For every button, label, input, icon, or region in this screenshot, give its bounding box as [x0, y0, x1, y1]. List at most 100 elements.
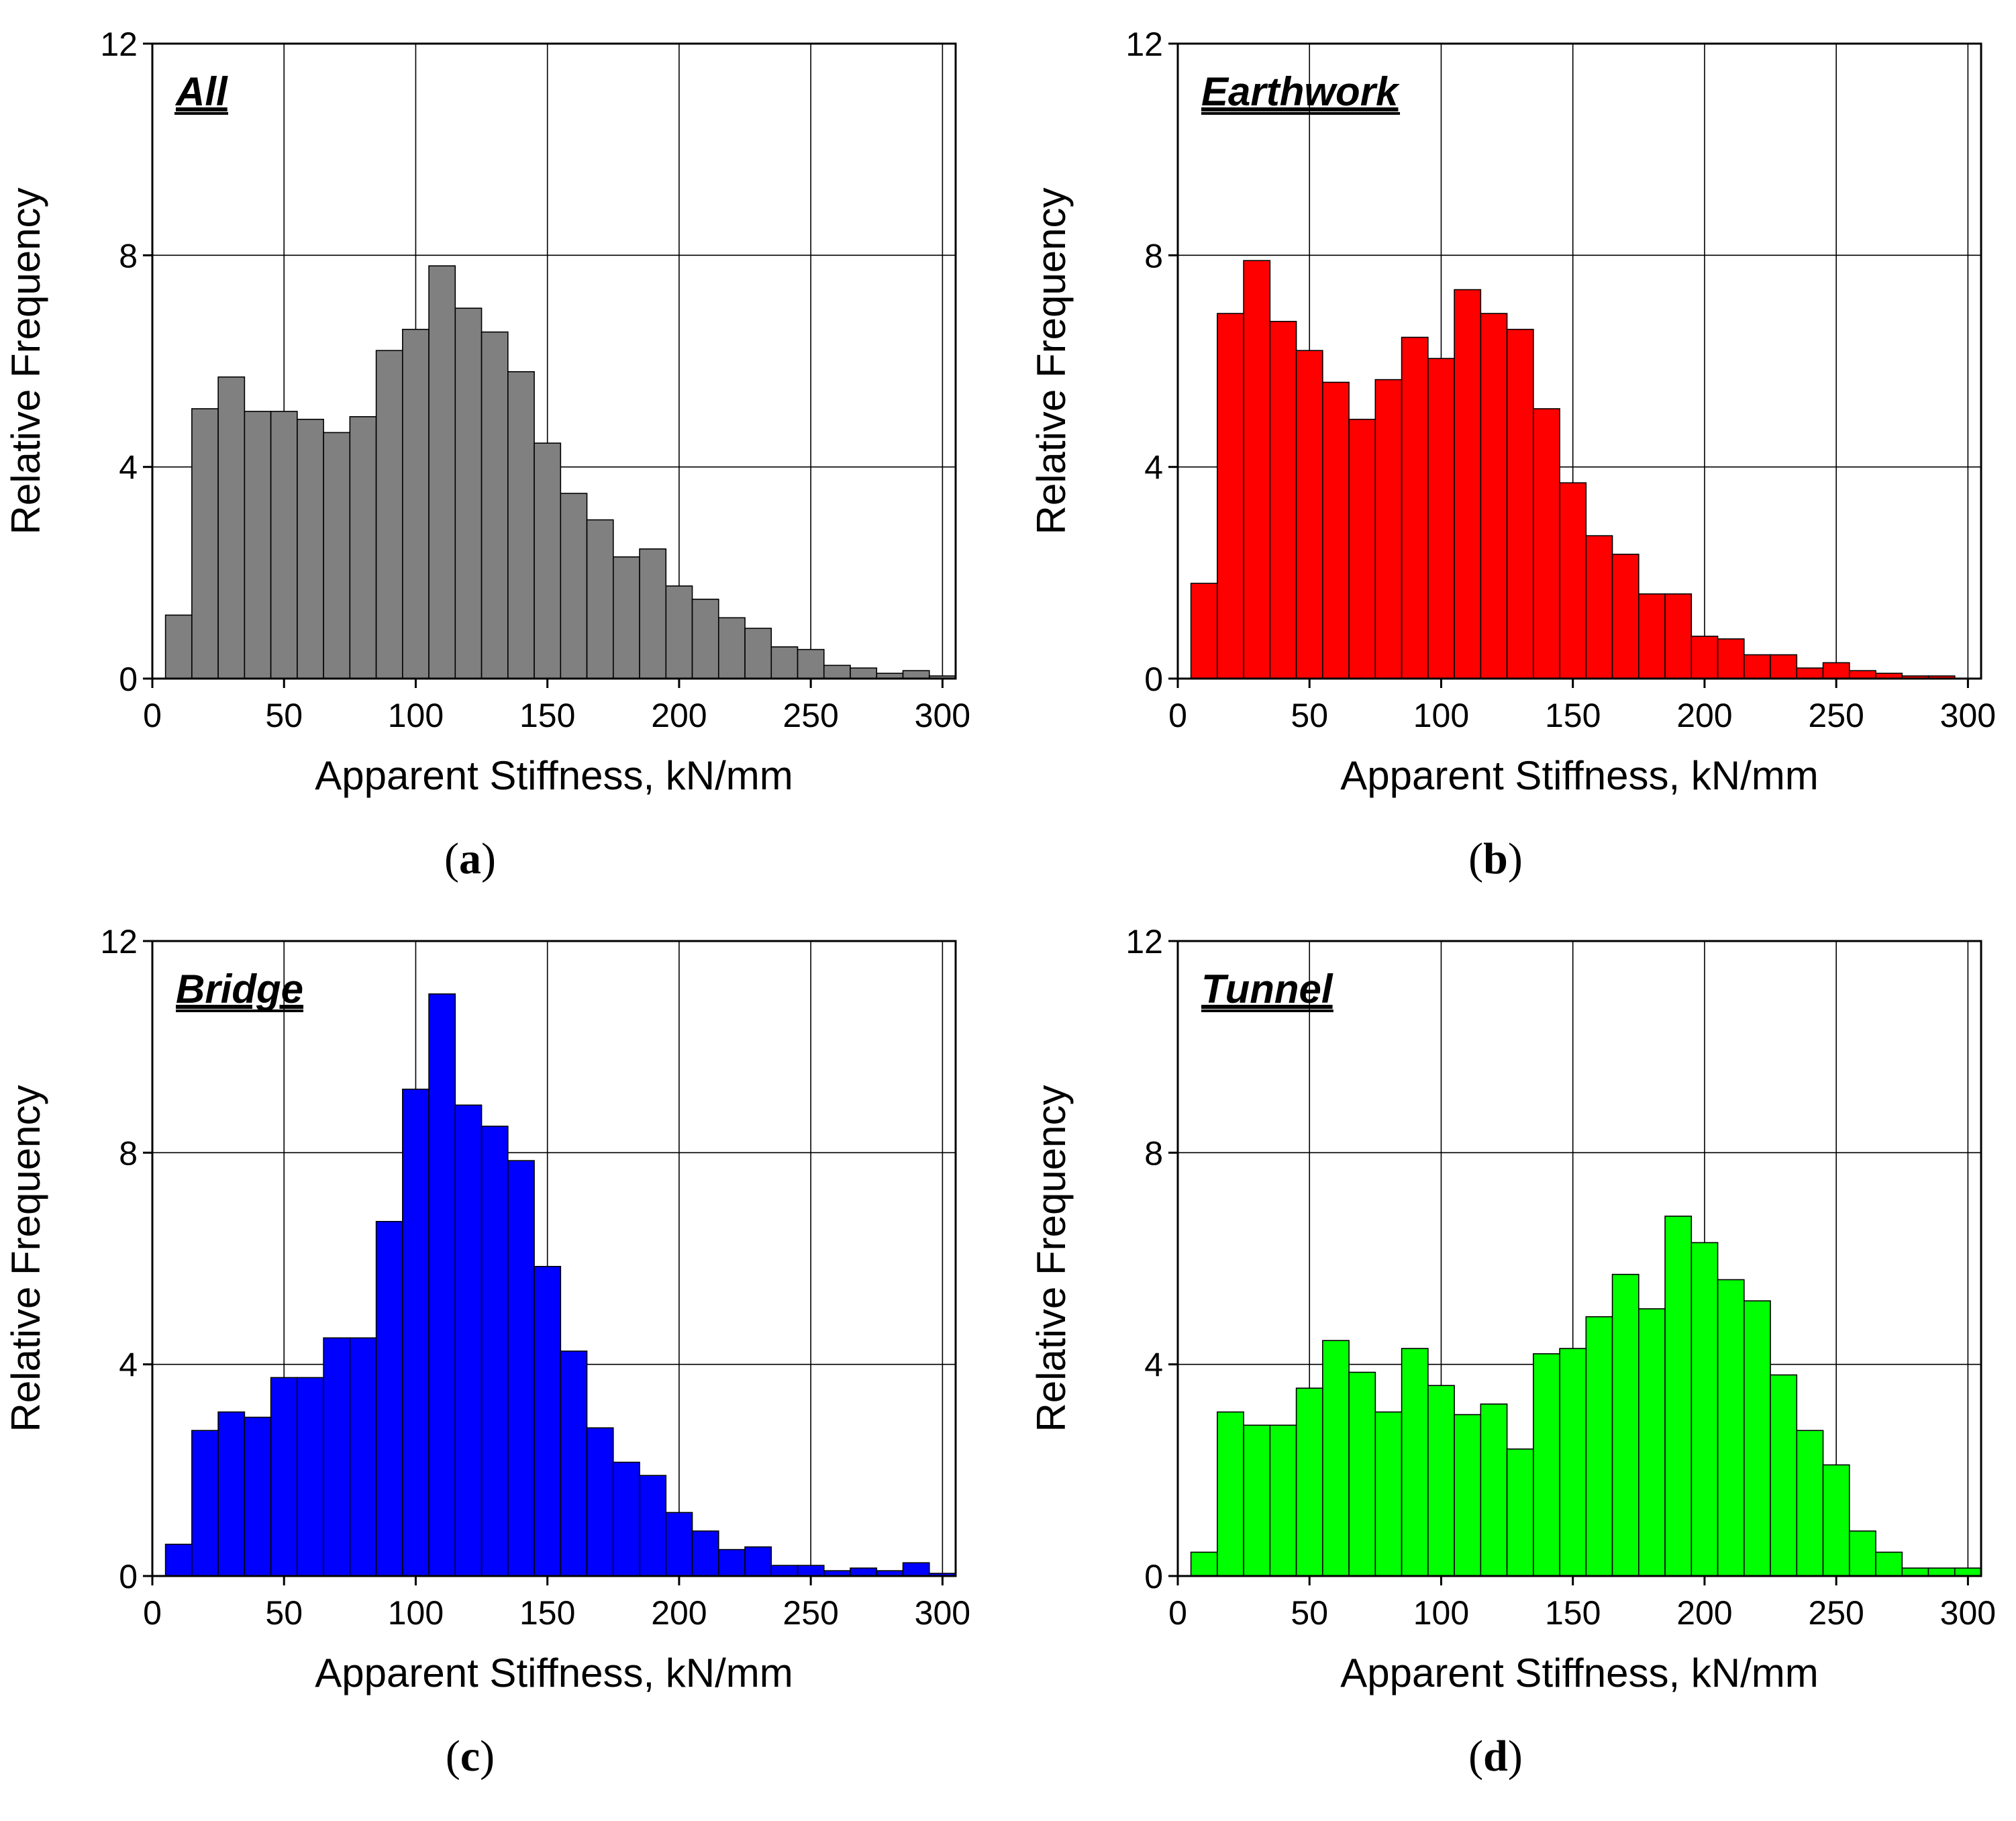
histogram-bar [1217, 313, 1244, 679]
histogram-bar [639, 1475, 667, 1577]
y-tick-label: 12 [1125, 923, 1163, 961]
histogram-bar [1691, 1242, 1719, 1577]
histogram-bar [217, 376, 246, 679]
y-tick-label: 8 [119, 1134, 138, 1172]
histogram-bar [270, 1377, 298, 1577]
chart-panel-b: 0 50 100 150 200 250 300 0 4 8 12 Apparent Stiffnes… [1029, 26, 1996, 883]
histogram-bar [850, 667, 878, 679]
histogram-bar [1585, 1316, 1613, 1577]
histogram-bar [586, 1427, 614, 1577]
histogram-bar [1374, 1411, 1403, 1577]
plot-border [1176, 940, 1982, 1577]
plot-border [151, 42, 957, 680]
histogram-bar [191, 408, 219, 679]
x-tick-label: 300 [915, 1594, 970, 1632]
chart-panel-c: 0 50 100 150 200 250 300 0 4 8 12 Apparent Stiffnes… [3, 923, 970, 1781]
y-axis-label: Relative Frequency [3, 1085, 48, 1432]
x-tick-label: 50 [1291, 697, 1328, 734]
x-tick-label: 100 [388, 1594, 444, 1632]
y-tick-label: 12 [100, 923, 138, 961]
histogram-bar [349, 1337, 377, 1577]
histogram-bar [244, 411, 272, 679]
y-axis-label: Relative Frequency [1029, 188, 1074, 535]
histogram-bar [665, 1512, 693, 1577]
panel-caption: (d) [1468, 1732, 1523, 1781]
histogram-bar [691, 598, 719, 679]
histogram-bar [1217, 1411, 1244, 1577]
histogram-bar [534, 442, 562, 679]
histogram-bar [560, 1350, 588, 1577]
panel-title: Tunnel [1201, 967, 1333, 1012]
chart-panel-a: 0 50 100 150 200 250 300 0 4 8 12 Apparent Stiffnes… [3, 26, 970, 883]
y-tick-label: 4 [119, 449, 138, 487]
histogram-bar [402, 328, 430, 679]
histogram-bar [717, 617, 746, 679]
histogram-bar [770, 646, 799, 679]
y-tick-label: 12 [100, 26, 138, 63]
histogram-bar [1427, 1385, 1455, 1577]
histogram-bar [1664, 1216, 1693, 1577]
x-tick-label: 50 [1291, 1594, 1328, 1632]
histogram-bar [665, 585, 693, 679]
histogram-bar [1770, 1374, 1798, 1577]
histogram-bar [481, 1126, 509, 1577]
y-axis-label: Relative Frequency [1029, 1085, 1074, 1432]
histogram-bar [1664, 593, 1693, 679]
y-tick-label: 8 [1144, 237, 1163, 275]
histogram-bar [902, 670, 930, 679]
histogram-bar [691, 1530, 719, 1577]
histogram-bar [375, 350, 403, 679]
histogram-bar [1295, 350, 1323, 679]
histogram-bar [797, 648, 825, 679]
histogram-bar [1638, 1308, 1666, 1577]
x-tick-label: 250 [783, 697, 838, 734]
y-tick-label: 0 [1144, 1558, 1163, 1595]
histogram-bar [613, 556, 640, 679]
y-tick-label: 0 [119, 660, 138, 698]
x-tick-label: 250 [783, 1594, 838, 1632]
panel-title: All [174, 69, 228, 114]
x-tick-label: 200 [651, 1594, 707, 1632]
histogram-bar [454, 307, 483, 679]
x-tick-label: 150 [519, 1594, 575, 1632]
histogram-bar [1348, 1371, 1376, 1577]
x-tick-label: 50 [265, 1594, 303, 1632]
x-tick-label: 100 [1413, 1594, 1469, 1632]
plot-border [151, 940, 957, 1577]
histogram-bar [639, 548, 667, 679]
y-tick-label: 0 [119, 1558, 138, 1595]
histogram-bar [507, 371, 535, 679]
histogram-bar [217, 1411, 246, 1577]
histogram-bar [1243, 1424, 1271, 1577]
histogram-bar [1506, 1448, 1534, 1577]
histogram-bar [1717, 638, 1745, 679]
histogram-bar [586, 519, 614, 679]
histogram-bar [1322, 381, 1350, 679]
histogram-bar [534, 1266, 562, 1577]
histogram-bar [902, 1562, 930, 1577]
histogram-bar [244, 1416, 272, 1577]
histogram-bar [770, 1565, 799, 1577]
histogram-bar [1848, 1530, 1876, 1577]
histogram-bar [323, 1337, 351, 1577]
histogram-bar [1533, 408, 1560, 679]
x-tick-label: 300 [915, 697, 970, 734]
histogram-bar [613, 1461, 640, 1577]
panel-caption: (c) [446, 1732, 495, 1781]
histogram-bar [507, 1160, 535, 1577]
histogram-bar [164, 1543, 193, 1577]
histogram-bar [428, 265, 456, 679]
histogram-bar [428, 993, 456, 1577]
histogram-bar [1559, 482, 1587, 679]
histogram-bar [191, 1430, 219, 1577]
x-tick-label: 0 [143, 697, 162, 734]
histogram-bar [1322, 1340, 1350, 1577]
panel-caption: (b) [1468, 834, 1523, 883]
x-tick-label: 200 [1676, 697, 1732, 734]
histogram-bar [1954, 1567, 1982, 1577]
histogram-bar [1269, 321, 1297, 679]
x-tick-label: 0 [143, 1594, 162, 1632]
histogram-bar [454, 1104, 483, 1577]
histogram-bar [797, 1565, 825, 1577]
histogram-bar [1480, 1403, 1508, 1577]
